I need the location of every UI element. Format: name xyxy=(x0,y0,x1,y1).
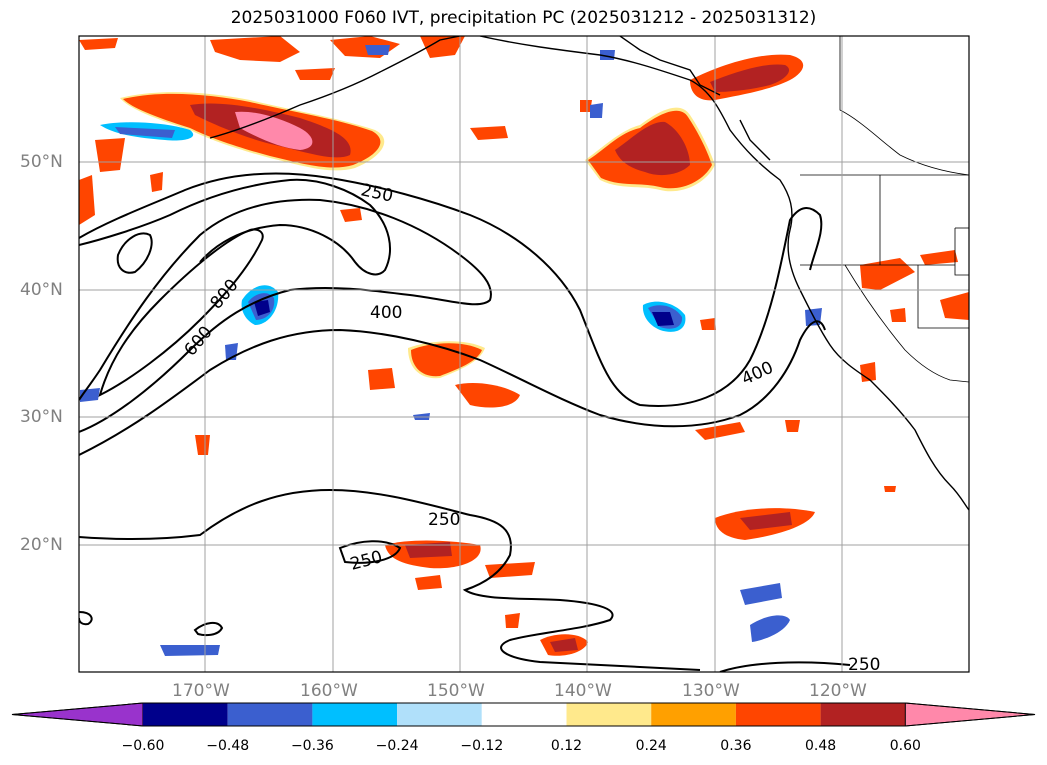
contour-label: 250 xyxy=(428,510,460,530)
colorbar xyxy=(11,702,1036,727)
colorbar-tick-label: 0.60 xyxy=(889,738,921,754)
precip-positive-patches xyxy=(79,36,969,656)
lat-label: 30°N xyxy=(20,407,63,427)
colorbar-segment xyxy=(312,703,398,726)
colorbar-segment xyxy=(820,703,906,726)
colorbar-segment xyxy=(566,703,652,726)
colorbar-extend-right xyxy=(904,702,1036,727)
colorbar-tick-label: 0.24 xyxy=(635,738,667,754)
lat-label: 50°N xyxy=(20,152,63,172)
colorbar-outline xyxy=(11,702,1036,727)
colorbar-segment xyxy=(481,703,567,726)
colorbar-segment xyxy=(651,703,736,726)
coastlines xyxy=(209,36,969,511)
map-title: 2025031000 F060 IVT, precipitation PC (2… xyxy=(230,8,817,28)
colorbar-tick-label: −0.60 xyxy=(121,738,165,754)
lon-label: 130°W xyxy=(682,681,740,701)
lon-label: 150°W xyxy=(427,681,485,701)
colorbar-tick-label: −0.12 xyxy=(460,738,504,754)
contour-label: 400 xyxy=(370,303,402,323)
colorbar-tick-label: −0.36 xyxy=(290,738,334,754)
colorbar-extend-left xyxy=(11,702,144,727)
colorbar-segment xyxy=(735,703,821,726)
colorbar-segment xyxy=(143,703,228,726)
colorbar-tick-label: 0.12 xyxy=(550,738,583,754)
colorbar-tick-label: −0.48 xyxy=(206,738,250,754)
lon-label: 160°W xyxy=(300,681,358,701)
map-frame xyxy=(78,35,970,673)
borders xyxy=(800,36,969,383)
colorbar-tick-label: 0.48 xyxy=(805,738,837,754)
lat-label: 40°N xyxy=(20,280,63,300)
precip-negative-patches xyxy=(80,45,822,656)
colorbar-segment xyxy=(397,703,482,726)
lon-label: 120°W xyxy=(809,681,867,701)
lon-label: 140°W xyxy=(554,681,612,701)
colorbar-segment xyxy=(227,703,313,726)
contour-label: 250 xyxy=(848,655,880,675)
gridlines xyxy=(79,36,969,672)
colorbar-tick-label: 0.36 xyxy=(720,738,752,754)
lon-label: 170°W xyxy=(172,681,230,701)
colorbar-tick-label: −0.24 xyxy=(375,738,419,754)
lat-label: 20°N xyxy=(20,535,63,555)
